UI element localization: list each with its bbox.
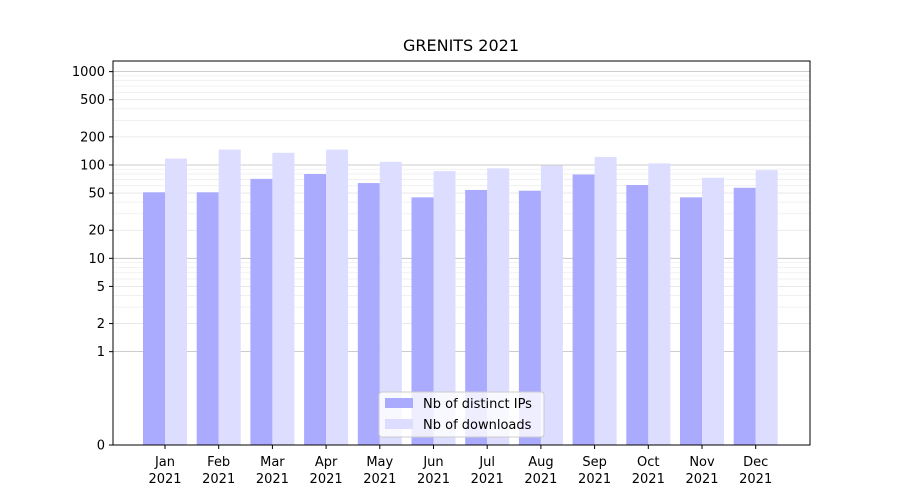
- bar-downloads-nov: [702, 177, 724, 445]
- x-tick-label-year: 2021: [578, 472, 611, 487]
- x-tick-label-month: Feb: [207, 455, 230, 470]
- legend-swatch: [385, 419, 413, 429]
- bar-distinct-ips-oct: [626, 185, 649, 445]
- x-tick-label-year: 2021: [685, 472, 718, 487]
- x-tick-label-month: Jan: [154, 455, 175, 470]
- x-tick-label-month: Mar: [260, 455, 285, 470]
- axes: 0 1 2 5 10 20 50 100 200 500 1000 Jan 2021 Feb 2021 Mar…: [72, 65, 772, 487]
- bar-downloads-sep: [594, 156, 617, 445]
- y-tick-label: 2: [97, 317, 105, 332]
- chart-title: GRENITS 2021: [403, 36, 519, 55]
- bar-distinct-ips-jan: [143, 192, 165, 445]
- bar-downloads-jan: [165, 158, 187, 445]
- bars: [143, 149, 778, 446]
- x-tick-label-year: 2021: [310, 472, 343, 487]
- legend-swatch: [385, 398, 413, 408]
- bar-distinct-ips-may: [357, 183, 380, 446]
- y-tick-label: 1: [97, 345, 105, 360]
- x-tick-label-month: Jul: [478, 455, 495, 470]
- bar-distinct-ips-dec: [733, 187, 756, 445]
- bar-distinct-ips-aug: [518, 190, 541, 445]
- plot-frame: [112, 60, 811, 446]
- y-tick-label: 100: [80, 158, 105, 173]
- x-tick-label-year: 2021: [148, 472, 181, 487]
- legend-box: [378, 391, 545, 438]
- legend-label: Nb of downloads: [423, 418, 532, 433]
- bar-downloads-oct: [648, 163, 671, 446]
- x-tick-label-year: 2021: [202, 472, 235, 487]
- y-tick-label: 5: [97, 280, 105, 295]
- y-tick-label: 10: [88, 252, 105, 267]
- bar-distinct-ips-nov: [680, 197, 702, 445]
- y-tick-label: 20: [88, 224, 105, 239]
- x-tick-label-month: Jun: [422, 455, 443, 470]
- x-tick-label-month: Nov: [689, 455, 715, 470]
- bar-downloads-jun: [433, 171, 456, 445]
- y-tick-label: 500: [80, 93, 105, 108]
- x-tick-label-month: Sep: [582, 455, 607, 470]
- bar-downloads-aug: [540, 165, 563, 446]
- x-tick-label-month: Oct: [637, 455, 659, 470]
- x-tick-label-year: 2021: [739, 472, 772, 487]
- x-tick-label-year: 2021: [524, 472, 557, 487]
- x-tick-label-year: 2021: [471, 472, 504, 487]
- bar-distinct-ips-mar: [250, 178, 273, 445]
- x-tick-label-month: Apr: [315, 455, 338, 470]
- x-tick-label-year: 2021: [256, 472, 289, 487]
- bar-distinct-ips-sep: [572, 174, 595, 446]
- y-tick-label: 200: [80, 130, 105, 145]
- x-tick-label-month: Aug: [528, 455, 553, 470]
- y-tick-label: 1000: [72, 65, 105, 80]
- bar-downloads-mar: [272, 152, 295, 445]
- bar-downloads-apr: [326, 149, 349, 446]
- bar-downloads-jul: [487, 168, 510, 445]
- y-tick-label: 50: [88, 187, 105, 202]
- bar-downloads-dec: [755, 170, 778, 445]
- x-tick-label-year: 2021: [632, 472, 665, 487]
- y-tick-label: 0: [97, 439, 105, 454]
- bar-downloads-may: [379, 161, 402, 446]
- bar-distinct-ips-jul: [465, 189, 488, 445]
- bar-distinct-ips-apr: [304, 174, 327, 445]
- x-tick-label-month: Dec: [743, 455, 768, 470]
- legend: Nb of distinct IPs Nb of downloads: [378, 391, 545, 438]
- x-tick-label-month: May: [366, 455, 393, 470]
- x-tick-label-year: 2021: [363, 472, 396, 487]
- bar-distinct-ips-jun: [411, 197, 434, 445]
- bar-downloads-feb: [218, 149, 241, 446]
- legend-label: Nb of distinct IPs: [423, 397, 532, 412]
- x-tick-label-year: 2021: [417, 472, 450, 487]
- bar-distinct-ips-feb: [196, 192, 219, 445]
